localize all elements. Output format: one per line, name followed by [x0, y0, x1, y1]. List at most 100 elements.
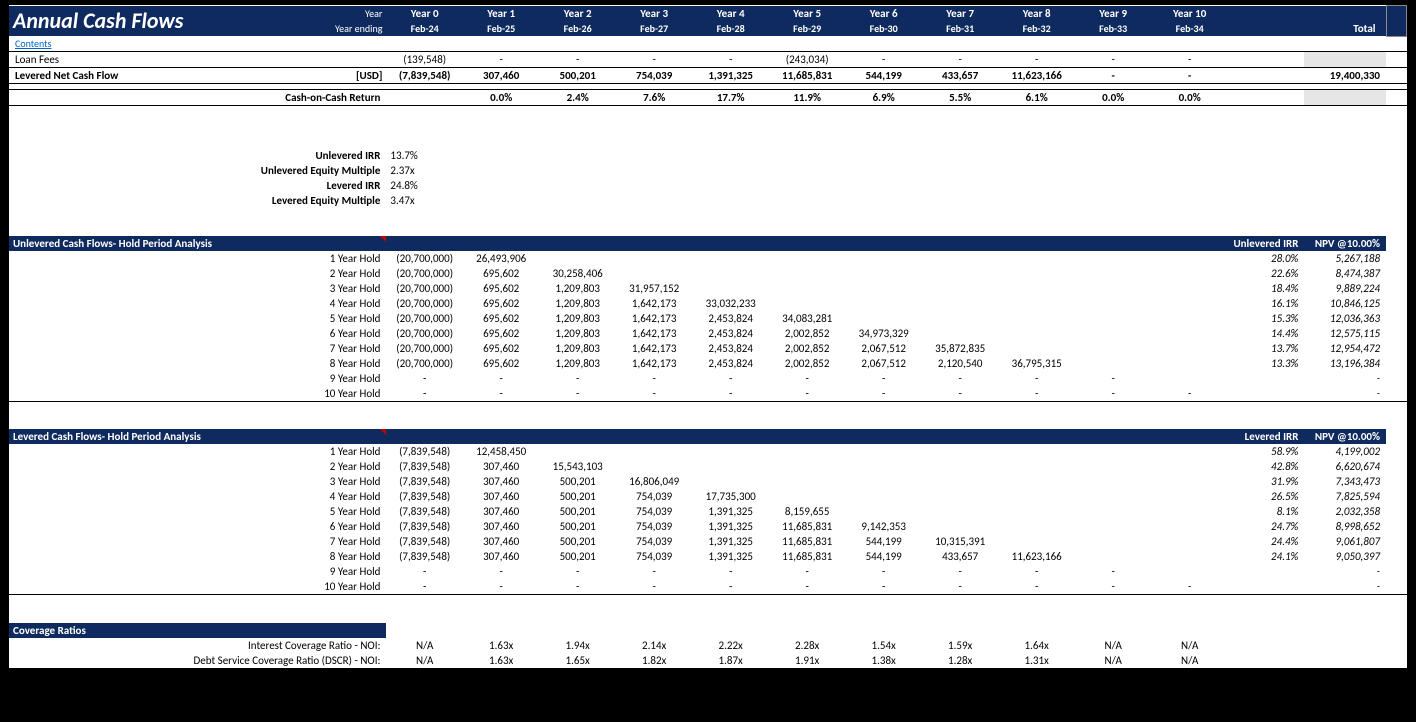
levered-ncf-label: Levered Net Cash Flow: [9, 68, 254, 84]
lncf-v3: 754,039: [616, 68, 693, 84]
levered-hold-npv-8: -: [1304, 564, 1386, 579]
levered-irr-header: Levered IRR: [1228, 429, 1305, 444]
contents-link[interactable]: Contents: [13, 37, 51, 50]
unlevered-hold-v8-4: -: [692, 371, 769, 386]
unlevered-hold-row-0: 1 Year Hold(20,700,000)26,493,90628.0%5,…: [9, 251, 1407, 266]
levered-hold-row-9: 10 Year Hold------------: [9, 579, 1407, 595]
levered-hold-v8-10: [1151, 564, 1228, 579]
year-col-7: Year 7: [922, 6, 999, 21]
unlevered-hold-v0-7: [922, 251, 999, 266]
levered-hold-v3-8: [998, 489, 1075, 504]
lncf-v7: 433,657: [922, 68, 999, 84]
unlevered-hold-v6-7: 35,872,835: [922, 341, 999, 356]
levered-hold-irr-3: 26.5%: [1228, 489, 1305, 504]
levered-hold-label-2: 3 Year Hold: [9, 474, 386, 489]
levered-hold-label-9: 10 Year Hold: [9, 579, 386, 595]
unlevered-hold-v9-9: -: [1075, 386, 1152, 402]
levered-hold-v4-3: 754,039: [616, 504, 693, 519]
unlevered-hold-label-6: 7 Year Hold: [9, 341, 386, 356]
metric-unlevered-em: Unlevered Equity Multiple 2.37x: [9, 163, 1407, 178]
unlevered-em-label: Unlevered Equity Multiple: [9, 163, 386, 178]
loan-fees-v6: -: [845, 52, 922, 68]
levered-hold-row-6: 7 Year Hold(7,839,548)307,460500,201754,…: [9, 534, 1407, 549]
year-col-10: Year 10: [1151, 6, 1228, 21]
unlevered-hold-v2-0: (20,700,000): [386, 281, 463, 296]
levered-hold-v3-1: 307,460: [463, 489, 540, 504]
unlevered-hold-v7-6: 2,067,512: [845, 356, 922, 371]
levered-hold-row-3: 4 Year Hold(7,839,548)307,460500,201754,…: [9, 489, 1407, 504]
date-col-1: Feb-25: [463, 21, 540, 37]
levered-hold-v1-9: [1075, 459, 1152, 474]
unlevered-hold-v7-1: 695,602: [463, 356, 540, 371]
unlevered-irr-header: Unlevered IRR: [1228, 236, 1305, 251]
levered-hold-v2-2: 500,201: [539, 474, 616, 489]
date-col-6: Feb-30: [845, 21, 922, 37]
loan-fees-v3: -: [616, 52, 693, 68]
unlevered-hold-v8-5: -: [769, 371, 846, 386]
metric-levered-irr: Levered IRR 24.8%: [9, 178, 1407, 193]
levered-hold-v7-6: 544,199: [845, 549, 922, 564]
unlevered-hold-v3-5: [769, 296, 846, 311]
levered-hold-v5-8: [998, 519, 1075, 534]
unlevered-hold-v0-8: [998, 251, 1075, 266]
unlevered-irr-label: Unlevered IRR: [9, 148, 386, 163]
unlevered-hold-v1-1: 695,602: [463, 266, 540, 281]
levered-hold-v5-2: 500,201: [539, 519, 616, 534]
levered-hold-v9-9: -: [1075, 579, 1152, 595]
unlevered-hold-v4-4: 2,453,824: [692, 311, 769, 326]
levered-hold-v1-6: [845, 459, 922, 474]
unlevered-hold-v4-9: [1075, 311, 1152, 326]
levered-hold-label-1: 2 Year Hold: [9, 459, 386, 474]
unlevered-hold-v7-5: 2,002,852: [769, 356, 846, 371]
year-col-2: Year 2: [539, 6, 616, 21]
coc-v5: 11.9%: [769, 90, 846, 106]
levered-hold-label-3: 4 Year Hold: [9, 489, 386, 504]
levered-hold-v5-0: (7,839,548): [386, 519, 463, 534]
coc-v7: 5.5%: [922, 90, 999, 106]
levered-hold-v5-10: [1151, 519, 1228, 534]
levered-hold-v5-6: 9,142,353: [845, 519, 922, 534]
unlevered-hold-v5-6: 34,973,329: [845, 326, 922, 341]
levered-hold-v1-7: [922, 459, 999, 474]
levered-hold-v8-5: -: [769, 564, 846, 579]
unlevered-hold-v3-10: [1151, 296, 1228, 311]
levered-hold-v7-5: 11,685,831: [769, 549, 846, 564]
unlevered-hold-v0-9: [1075, 251, 1152, 266]
unlevered-hold-v4-6: [845, 311, 922, 326]
unlevered-hold-v0-5: [769, 251, 846, 266]
coc-v10: 0.0%: [1151, 90, 1228, 106]
levered-ncf-unit: [USD]: [254, 68, 387, 84]
coc-v2: 2.4%: [539, 90, 616, 106]
coverage-v0-7: 1.59x: [922, 638, 999, 653]
unlevered-hold-v2-7: [922, 281, 999, 296]
unlevered-hold-v6-9: [1075, 341, 1152, 356]
levered-hold-v9-6: -: [845, 579, 922, 595]
unlevered-hold-v2-4: [692, 281, 769, 296]
unlevered-hold-v0-4: [692, 251, 769, 266]
unlevered-hold-label-3: 4 Year Hold: [9, 296, 386, 311]
coverage-v0-2: 1.94x: [539, 638, 616, 653]
unlevered-hold-v6-6: 2,067,512: [845, 341, 922, 356]
unlevered-hold-label-7: 8 Year Hold: [9, 356, 386, 371]
levered-hold-v9-4: -: [692, 579, 769, 595]
coverage-v1-0: N/A: [386, 653, 463, 668]
levered-hold-v8-6: -: [845, 564, 922, 579]
levered-hold-row-8: 9 Year Hold-----------: [9, 564, 1407, 579]
levered-hold-v5-5: 11,685,831: [769, 519, 846, 534]
unlevered-hold-v6-0: (20,700,000): [386, 341, 463, 356]
unlevered-hold-npv-1: 8,474,387: [1304, 266, 1386, 281]
levered-hold-npv-3: 7,825,594: [1304, 489, 1386, 504]
levered-hold-v8-9: -: [1075, 564, 1152, 579]
unlevered-hold-v8-10: [1151, 371, 1228, 386]
unlevered-hold-label-4: 5 Year Hold: [9, 311, 386, 326]
unlevered-hold-v3-7: [922, 296, 999, 311]
unlevered-hold-v4-10: [1151, 311, 1228, 326]
year-col-4: Year 4: [692, 6, 769, 21]
loan-fees-v8: -: [998, 52, 1075, 68]
loan-fees-v7: -: [922, 52, 999, 68]
unlevered-hold-irr-5: 14.4%: [1228, 326, 1305, 341]
year-ending-label: Year ending: [254, 21, 387, 37]
unlevered-hold-v4-2: 1,209,803: [539, 311, 616, 326]
unlevered-hold-v9-10: -: [1151, 386, 1228, 402]
levered-hold-v1-10: [1151, 459, 1228, 474]
